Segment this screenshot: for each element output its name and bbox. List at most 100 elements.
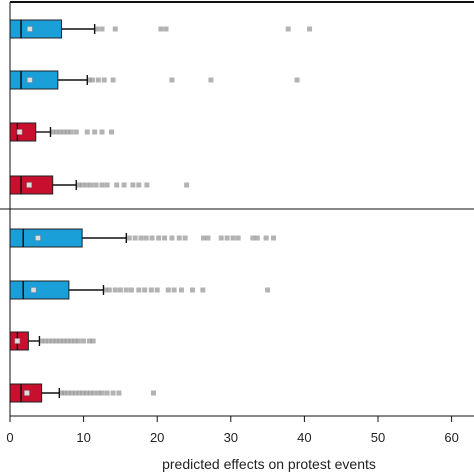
x-tick-label: 60 (444, 430, 458, 445)
outlier-point (132, 235, 138, 241)
outlier-point (86, 338, 92, 344)
outlier-point (154, 287, 160, 293)
outlier-point (50, 338, 56, 344)
outlier-point (218, 235, 224, 241)
outlier-point (144, 182, 150, 188)
outlier-point (250, 235, 256, 241)
x-axis: 0 10 20 30 40 50 60 (6, 416, 459, 445)
outlier-point (163, 26, 169, 32)
mean-marker (24, 390, 30, 396)
mean-marker (14, 338, 21, 344)
outlier-point (53, 129, 59, 135)
outlier-point (95, 390, 101, 396)
outlier-point (61, 129, 67, 135)
outlier-point (80, 390, 86, 396)
outlier-point (190, 287, 196, 293)
outlier-point (104, 182, 110, 188)
box-group-1-2 (9, 70, 300, 90)
box-group-2-4 (9, 383, 157, 403)
outlier-point (73, 129, 79, 135)
outlier-point (109, 129, 115, 135)
outlier-point (143, 235, 149, 241)
outlier-point (235, 235, 241, 241)
outlier-point (92, 129, 98, 135)
outlier-point (121, 182, 127, 188)
outlier-point (165, 287, 171, 293)
outlier-point (162, 235, 168, 241)
outlier-point (59, 390, 65, 396)
outlier-point (110, 390, 116, 396)
x-tick-label: 40 (297, 430, 311, 445)
outlier-point (61, 390, 67, 396)
outlier-point (230, 235, 236, 241)
box-group-2-3 (9, 331, 96, 351)
outlier-point (99, 390, 105, 396)
box-group-1-3 (9, 122, 115, 142)
outlier-point (184, 182, 190, 188)
mean-marker (16, 129, 23, 135)
outlier-point (75, 182, 81, 188)
outlier-point (93, 182, 99, 188)
x-axis-title: predicted effects on protest events (162, 456, 376, 472)
outlier-point (112, 287, 118, 293)
iqr-box (9, 280, 70, 300)
outlier-point (65, 390, 71, 396)
outlier-point (68, 129, 74, 135)
iqr-box (9, 228, 83, 248)
outlier-point (39, 338, 45, 344)
outlier-point (84, 129, 90, 135)
outlier-point (73, 390, 79, 396)
outlier-point (84, 182, 90, 188)
outlier-point (81, 338, 87, 344)
outlier-point (208, 77, 214, 83)
outlier-point (76, 390, 82, 396)
outlier-point (116, 390, 122, 396)
outlier-point (169, 77, 175, 83)
outlier-point (201, 235, 207, 241)
outlier-point (285, 26, 291, 32)
outlier-point (136, 287, 142, 293)
outlier-point (178, 287, 184, 293)
iqr-box (9, 19, 63, 39)
x-tick-label: 20 (150, 430, 164, 445)
outlier-point (138, 235, 144, 241)
outlier-point (90, 338, 96, 344)
mean-marker (26, 182, 32, 188)
outlier-point (148, 287, 154, 293)
outlier-point (69, 390, 75, 396)
outlier-point (79, 182, 85, 188)
outlier-point (112, 26, 118, 32)
outlier-point (182, 235, 188, 241)
outlier-point (99, 129, 105, 135)
outlier-point (130, 182, 136, 188)
outlier-point (270, 235, 276, 241)
outlier-point (99, 182, 105, 188)
outlier-point (158, 26, 164, 32)
mean-marker (27, 26, 33, 32)
outlier-point (136, 182, 142, 188)
outlier-point (263, 235, 269, 241)
mean-marker (35, 235, 41, 241)
outlier-point (151, 390, 157, 396)
x-tick-label: 10 (76, 430, 90, 445)
iqr-box (9, 70, 59, 90)
outlier-point (254, 235, 260, 241)
outlier-point (149, 235, 155, 241)
outlier-point (46, 338, 52, 344)
outlier-point (176, 235, 182, 241)
outlier-point (101, 77, 107, 83)
outlier-point (68, 338, 74, 344)
outlier-point (64, 338, 70, 344)
outlier-point (106, 287, 112, 293)
outlier-point (126, 235, 132, 241)
outlier-point (87, 390, 93, 396)
box-group-2-1 (9, 228, 276, 248)
x-tick-label: 50 (371, 430, 385, 445)
outlier-point (75, 338, 81, 344)
outlier-point (91, 390, 97, 396)
outlier-point (50, 129, 56, 135)
outlier-point (171, 287, 177, 293)
outlier-point (123, 287, 129, 293)
outlier-point (307, 26, 313, 32)
